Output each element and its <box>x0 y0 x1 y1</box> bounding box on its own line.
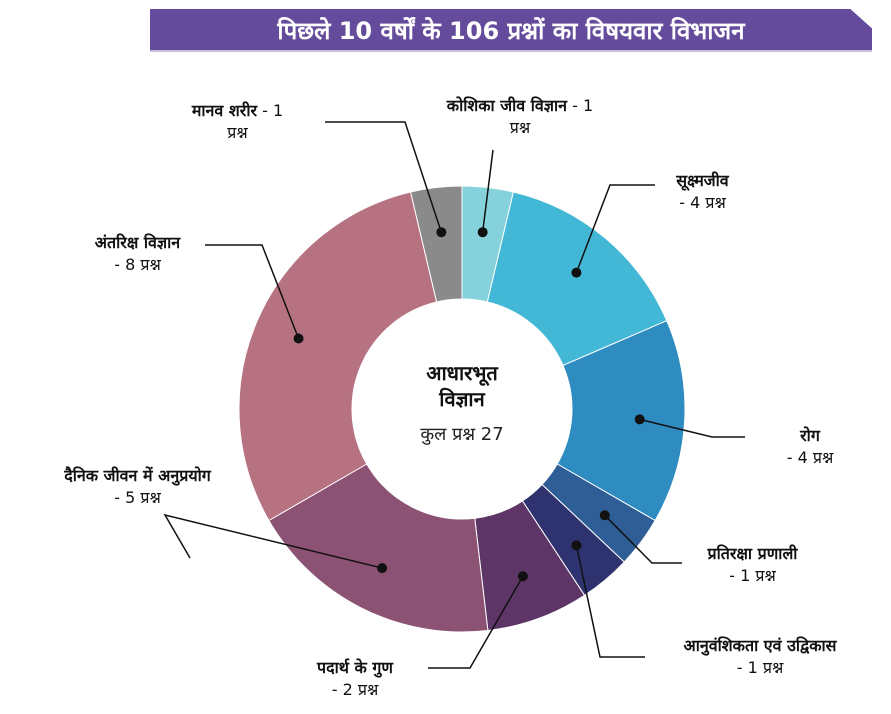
slice-name: दैनिक जीवन में अनुप्रयोग <box>64 466 211 485</box>
slice-value: - 1 प्रश्न <box>227 101 284 142</box>
label-daily-life-applications: दैनिक जीवन में अनुप्रयोग - 5 प्रश्न <box>20 465 255 509</box>
label-immune-system: प्रतिरक्षा प्रणाली - 1 प्रश्न <box>680 543 825 587</box>
label-microbes: सूक्ष्मजीव - 4 प्रश्न <box>655 170 750 214</box>
slice-value: - 5 प्रश्न <box>114 488 161 507</box>
label-disease: रोग - 4 प्रश्न <box>760 425 860 469</box>
slice-name: रोग <box>800 426 820 445</box>
leader-dot-daily-life-applications <box>377 563 388 574</box>
slice-value: - 1 प्रश्न <box>729 566 776 585</box>
leader-line-space-science <box>205 244 300 339</box>
label-space-science: अंतरिक्ष विज्ञान - 8 प्रश्न <box>65 232 210 276</box>
leader-dot-properties-of-matter <box>517 571 528 582</box>
slice-value: - 1 प्रश्न <box>509 96 594 137</box>
slice-value: - 1 प्रश्न <box>736 658 784 677</box>
center-label: आधारभूत विज्ञान कुल प्रश्न 27 <box>352 360 572 446</box>
leader-dot-human-body <box>436 227 447 238</box>
title-banner: पिछले 10 वर्षों के 106 प्रश्नों का विषयव… <box>150 9 872 52</box>
slice-space-science <box>238 191 438 522</box>
slice-microbes <box>486 191 668 367</box>
slice-name: अंतरिक्ष विज्ञान <box>94 233 181 252</box>
label-cell-biology: कोशिका जीव विज्ञान - 1 प्रश्न <box>440 95 600 139</box>
leader-line-microbes <box>575 184 655 273</box>
label-properties-of-matter: पदार्थ के गुण - 2 प्रश्न <box>285 657 425 701</box>
slice-name: प्रतिरक्षा प्रणाली <box>707 544 798 563</box>
center-title-line1: आधारभूत <box>426 361 498 385</box>
leader-line-immune-system <box>604 514 682 564</box>
label-human-body: मानव शरीर - 1 प्रश्न <box>190 100 285 144</box>
leader-line-human-body <box>325 121 443 233</box>
slice-value: - 4 प्रश्न <box>786 448 834 467</box>
chart-title: पिछले 10 वर्षों के 106 प्रश्नों का विषयव… <box>277 17 745 45</box>
slice-value: - 8 प्रश्न <box>114 255 161 274</box>
leader-dot-microbes <box>571 267 582 278</box>
slice-value: - 4 प्रश्न <box>679 193 726 212</box>
slice-name: आनुवंशिकता एवं उद्विकास <box>683 636 837 655</box>
leader-dot-genetics-evolution <box>571 540 582 551</box>
label-genetics-evolution: आनुवंशिकता एवं उद्विकास - 1 प्रश्न <box>640 635 880 679</box>
slice-human-body <box>409 185 463 303</box>
leader-line-genetics-evolution <box>575 545 645 658</box>
leader-line-daily-life-applications <box>163 513 383 569</box>
leader-dot-disease <box>634 414 645 425</box>
leader-dot-space-science <box>293 333 304 344</box>
leader-line-properties-of-matter <box>428 575 524 669</box>
slice-name: कोशिका जीव विज्ञान <box>446 96 568 115</box>
slice-disease <box>556 320 686 522</box>
leader-dot-cell-biology <box>477 227 488 238</box>
center-total: कुल प्रश्न 27 <box>420 424 504 445</box>
leader-dot-immune-system <box>599 510 610 521</box>
center-title-line2: विज्ञान <box>439 387 485 411</box>
leader-line-cell-biology <box>481 149 494 233</box>
slice-name: सूक्ष्मजीव <box>676 171 729 190</box>
leader-line-disease <box>639 418 745 438</box>
slice-name: पदार्थ के गुण <box>317 658 393 677</box>
slice-name: मानव शरीर <box>191 101 258 120</box>
slice-daily-life-applications <box>268 463 489 633</box>
slice-value: - 2 प्रश्न <box>331 680 379 699</box>
